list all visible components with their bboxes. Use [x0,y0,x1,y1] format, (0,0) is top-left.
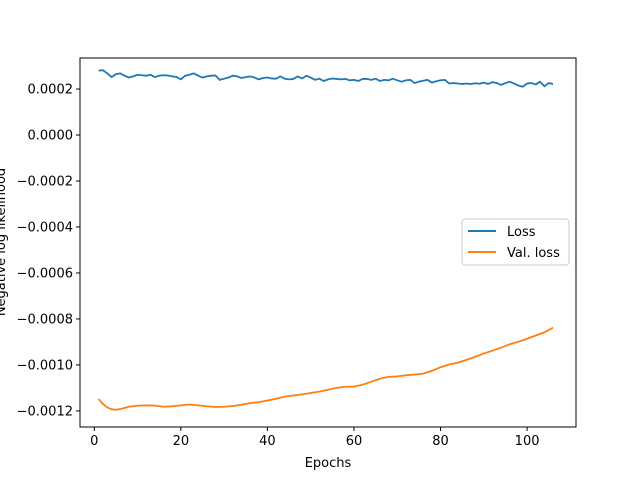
y-tick-label: −0.0006 [17,266,73,281]
y-tick-label: 0.0000 [28,129,74,144]
x-tick-label: 0 [90,434,98,449]
x-ticks: 0 20 40 60 80 100 [90,427,540,449]
series-line-val-loss [97,326,554,411]
legend: Loss Val. loss [461,218,570,266]
x-tick-label: 20 [173,434,190,449]
y-tick-label: −0.0010 [17,358,73,373]
x-axis-label: Epochs [305,456,352,471]
y-tick-label: 0.0002 [28,83,74,98]
y-tick-label: −0.0002 [17,175,73,190]
y-tick-label: −0.0004 [17,220,73,235]
y-tick-label: −0.0008 [17,312,73,327]
legend-label-val-loss: Val. loss [507,246,560,261]
y-axis-label: Negative log likelihood [0,168,9,316]
series-layer [97,69,554,411]
series-line-loss [98,69,554,88]
y-tick-label: −0.0012 [17,404,73,419]
x-tick-label: 100 [515,434,540,449]
x-tick-label: 40 [259,434,276,449]
x-tick-label: 60 [346,434,363,449]
legend-label-loss: Loss [507,225,536,240]
x-tick-label: 80 [432,434,449,449]
plot-frame [79,57,577,428]
y-ticks: 0.0002 0.0000 −0.0002 −0.0004 −0.0006 −0.0008… [17,83,80,419]
